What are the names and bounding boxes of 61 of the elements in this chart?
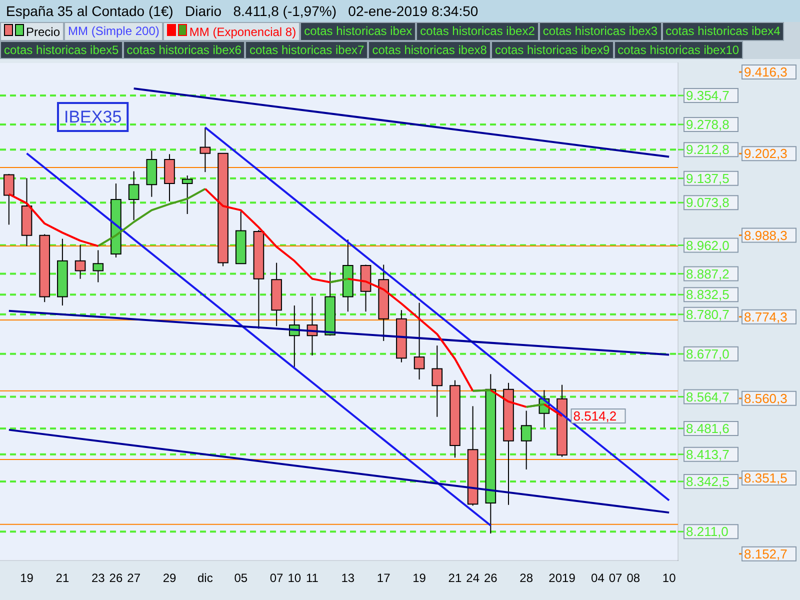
x-tick-label: 08 xyxy=(626,571,640,586)
legend-label: MM (Exponencial 8) xyxy=(163,22,300,41)
ref-line-label: 9.137,5 xyxy=(686,170,730,186)
legend-label: cotas historicas ibex10 xyxy=(614,41,744,59)
ref-line-label: 8.780,7 xyxy=(686,306,730,322)
ref-line-label: 9.278,8 xyxy=(686,117,730,132)
legend-label: cotas historicas ibex3 xyxy=(538,22,662,41)
x-tick-label: 29 xyxy=(162,571,176,586)
y-tick-label: 9.202,3 xyxy=(744,146,788,162)
ref-line-label: 9.073,8 xyxy=(686,195,730,210)
x-tick-label: dic xyxy=(198,571,213,586)
x-tick-label: 07 xyxy=(608,571,623,586)
x-tick-label: 05 xyxy=(234,571,248,586)
legend-label: cotas historicas ibex7 xyxy=(245,41,368,59)
ref-line-label: 8.832,5 xyxy=(686,287,730,302)
y-tick-label: 8.351,5 xyxy=(744,470,788,486)
ref-line-label: 8.677,0 xyxy=(686,346,730,362)
ref-line-label: 9.354,7 xyxy=(686,88,730,104)
x-tick-label: 24 xyxy=(466,571,480,586)
x-tick-label: 23 xyxy=(91,571,106,586)
legend-label: cotas historicas ibex2 xyxy=(416,22,539,41)
x-tick-label: 2019 xyxy=(548,571,576,586)
annotation: IBEX35 xyxy=(64,108,122,127)
x-tick-label: 27 xyxy=(127,571,141,586)
x-tick-label: 19 xyxy=(412,571,426,586)
legend-label: cotas historicas ibex5 xyxy=(0,41,123,59)
x-tick-label: 04 xyxy=(591,571,605,586)
ref-line-label: 8.342,5 xyxy=(686,474,730,490)
x-tick-label: 19 xyxy=(20,571,34,586)
ref-line-label: 8.211,0 xyxy=(686,524,728,540)
legend-label: MM (Simple 200) xyxy=(64,22,164,41)
legend-label: cotas historicas ibex6 xyxy=(122,41,246,59)
ref-line-label: 8.887,2 xyxy=(686,266,730,282)
legend-label: Precio xyxy=(0,22,64,41)
x-tick-label: 28 xyxy=(520,571,534,586)
y-tick-label: 8.988,3 xyxy=(744,228,788,243)
data-label: 8.514,2 xyxy=(573,408,617,424)
x-tick-label: 10 xyxy=(662,571,676,586)
chart-title: España 35 al Contado (1€) Diario 8.411,8 (-1,97%) 02-ene-2019 8:34:50 xyxy=(0,0,800,22)
ref-line-label: 8.481,6 xyxy=(686,421,730,436)
y-tick-label: 8.774,3 xyxy=(744,309,788,324)
legend-label: cotas historicas ibex xyxy=(300,22,416,41)
y-tick-label: 8.560,3 xyxy=(744,391,788,406)
x-tick-label: 11 xyxy=(306,571,319,586)
x-tick-label: 26 xyxy=(109,571,123,586)
y-tick-label: 9.416,3 xyxy=(744,64,788,80)
x-tick-label: 10 xyxy=(288,571,302,586)
ref-line-label: 8.413,7 xyxy=(686,446,730,462)
x-tick-label: 07 xyxy=(270,571,284,586)
legend-label: cotas historicas ibex4 xyxy=(662,22,784,41)
x-tick-label: 17 xyxy=(376,571,391,586)
ref-line-label: 9.212,8 xyxy=(686,142,730,158)
ref-line-label: 8.564,7 xyxy=(686,389,730,404)
x-tick-label: 21 xyxy=(56,571,70,586)
ref-line-label: 8.962,0 xyxy=(686,238,730,253)
y-tick-label: 8.152,7 xyxy=(744,546,788,562)
legend-label: cotas historicas ibex8 xyxy=(368,41,491,59)
x-tick-label: 21 xyxy=(448,571,462,586)
x-tick-label: 26 xyxy=(484,571,498,586)
legend-label: cotas historicas ibex9 xyxy=(490,41,614,59)
x-tick-label: 13 xyxy=(341,571,355,586)
